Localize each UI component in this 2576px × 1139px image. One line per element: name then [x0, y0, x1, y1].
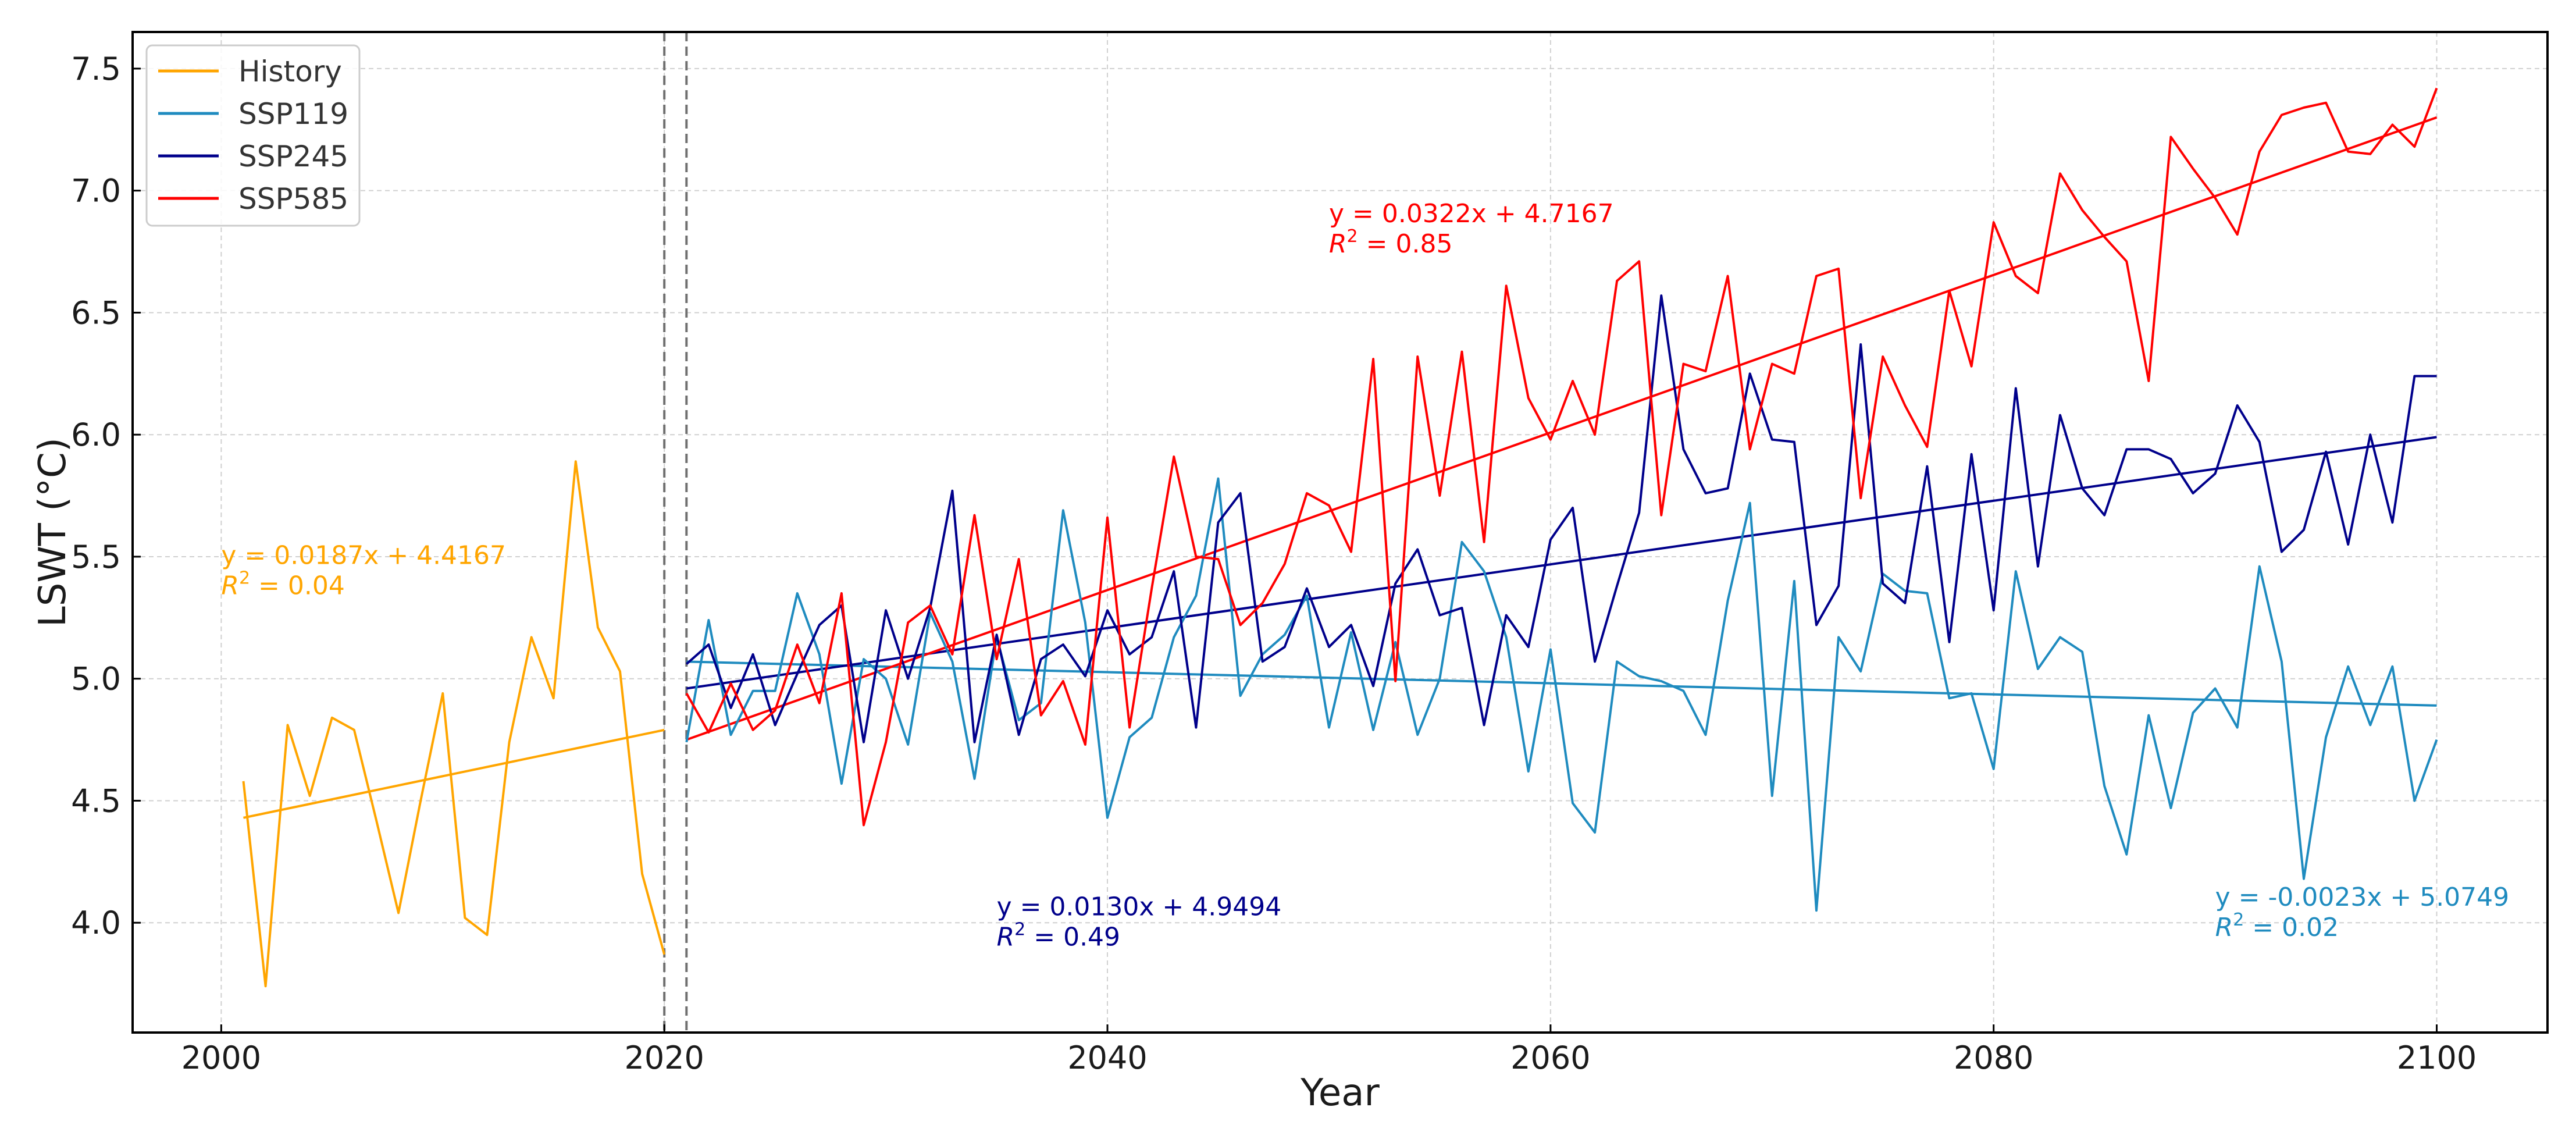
- legend-label-ssp585: SSP585: [238, 182, 348, 216]
- series-lines: [242, 87, 2438, 988]
- trend-line-ssp585: [686, 116, 2438, 741]
- trend-lines: [243, 116, 2438, 819]
- period-divider-lines: [663, 32, 688, 1033]
- regression-equation-ssp119: y = -0.0023x + 5.0749: [2215, 882, 2510, 912]
- regression-equation-ssp245: y = 0.0130x + 4.9494: [997, 892, 1282, 922]
- x-tick-label: 2100: [2397, 1040, 2477, 1076]
- y-tick-label: 4.0: [71, 905, 121, 941]
- x-tick-label: 2020: [624, 1040, 704, 1076]
- x-tick-label: 2080: [1954, 1040, 2033, 1076]
- y-tick-label: 7.0: [71, 173, 121, 209]
- series-line-ssp245: [685, 294, 2437, 743]
- regression-equation-ssp585: y = 0.0322x + 4.7167: [1329, 199, 1614, 229]
- y-axis-ticks: 4.0 4.5 5.0 5.5 6.0 6.5 7.0 7.5: [71, 51, 141, 941]
- plot-frame: [131, 31, 2549, 1034]
- y-tick-label: 4.5: [71, 782, 121, 819]
- legend-label-history: History: [238, 55, 342, 88]
- r-squared-ssp245: R2 = 0.49: [997, 920, 1120, 952]
- y-tick-label: 6.5: [71, 294, 121, 331]
- r-squared-history: R2 = 0.04: [221, 568, 344, 601]
- x-axis-title: Year: [1300, 1072, 1380, 1115]
- trend-line-ssp119: [686, 660, 2437, 707]
- series-line-ssp585: [685, 87, 2438, 827]
- y-tick-label: 5.0: [71, 661, 121, 697]
- legend-label-ssp245: SSP245: [238, 140, 348, 173]
- x-axis-ticks: 2000 2020 2040 2060 2080 2100: [181, 1024, 2477, 1076]
- grid-lines: [133, 32, 2548, 1033]
- series-line-ssp119: [685, 477, 2438, 912]
- x-tick-label: 2040: [1067, 1040, 1147, 1076]
- series-line-history: [242, 460, 666, 988]
- r-squared-ssp119: R2 = 0.02: [2215, 910, 2339, 942]
- regression-equation-history: y = 0.0187x + 4.4167: [221, 541, 506, 571]
- y-tick-label: 6.0: [71, 417, 121, 453]
- x-tick-label: 2060: [1510, 1040, 1590, 1076]
- trend-line-ssp245: [686, 436, 2437, 690]
- y-axis-title: LSWT (°C): [31, 437, 74, 627]
- legend-label-ssp119: SSP119: [238, 97, 348, 131]
- y-tick-label: 7.5: [71, 51, 121, 87]
- x-tick-label: 2000: [181, 1040, 261, 1076]
- legend-box: [145, 44, 361, 227]
- y-tick-label: 5.5: [71, 539, 121, 575]
- r-squared-ssp585: R2 = 0.85: [1329, 226, 1452, 259]
- legend: History SSP119 SSP245 SSP585: [145, 44, 361, 227]
- trend-line-history: [243, 728, 665, 819]
